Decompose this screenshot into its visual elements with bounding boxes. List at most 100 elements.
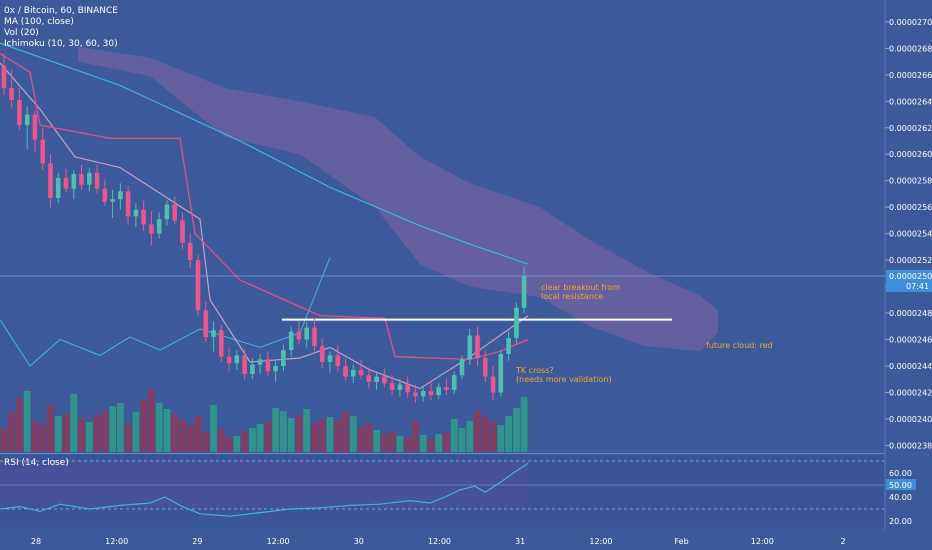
candle (48, 154, 53, 208)
time-tick-label: 12:00 (589, 537, 612, 546)
candle (319, 338, 325, 369)
candle-body (94, 172, 100, 189)
candle-body (203, 310, 209, 337)
candle-body (195, 260, 201, 311)
candle-body (156, 219, 162, 234)
candle (514, 302, 519, 345)
candle-body (125, 191, 131, 217)
candle (312, 318, 317, 352)
time-tick-label: 28 (31, 537, 41, 546)
candle-body (413, 392, 418, 397)
candle (195, 254, 201, 316)
candle (226, 347, 232, 372)
volume-bar (241, 431, 248, 452)
volume-bar (311, 423, 318, 452)
candle-body (257, 359, 263, 365)
candle-body (343, 366, 348, 377)
countdown-label: 07:41 (906, 282, 929, 291)
candle-body (382, 376, 387, 384)
volume-bar (117, 403, 124, 452)
candle-body (312, 327, 317, 347)
time-tick-label: Feb (675, 537, 689, 546)
candle (467, 328, 473, 365)
candle-body (164, 204, 170, 220)
volume-bar (334, 420, 342, 452)
candle-body (40, 139, 45, 164)
candle (397, 379, 403, 397)
candle (288, 326, 294, 357)
candle (420, 385, 426, 402)
candle-body (405, 384, 410, 393)
time-axis-bar (0, 530, 932, 550)
candle (343, 358, 348, 381)
candle (389, 375, 395, 396)
volume-bar (85, 422, 93, 452)
volume-bar (186, 425, 194, 452)
volume-bar (140, 399, 148, 452)
candle-body (351, 369, 356, 377)
candle-body (475, 335, 480, 358)
candle-body (211, 330, 216, 337)
time-tick-label: 12:00 (267, 537, 290, 546)
volume-bar (256, 424, 264, 452)
rsi-tick-label: 20.00 (889, 517, 912, 526)
candle-body (374, 376, 379, 382)
volume-bar (419, 435, 427, 452)
candle-body (459, 359, 465, 376)
candle-body (234, 355, 240, 364)
volume-bar (489, 422, 497, 452)
time-tick-label: 31 (515, 537, 525, 546)
volume-bar (458, 428, 466, 452)
candle (296, 321, 302, 345)
candle-body (335, 355, 341, 366)
candle (273, 360, 278, 382)
candle (521, 266, 527, 313)
candle-body (187, 242, 193, 261)
candle (257, 354, 263, 374)
candle (281, 344, 286, 372)
candle-body (141, 209, 146, 225)
volume-bar (264, 422, 272, 452)
candle-body (226, 356, 232, 364)
candle-body (172, 204, 177, 221)
volume-bar (16, 398, 23, 452)
lagging-span-line (0, 257, 331, 367)
volume-bar (474, 410, 481, 452)
candle (180, 212, 185, 250)
volume-bar (155, 403, 163, 452)
candle-body (219, 330, 224, 357)
candle-body (506, 338, 511, 355)
candle-body (102, 188, 108, 202)
volume-bar (318, 419, 326, 452)
vol-indicator-label[interactable]: Vol (20) (4, 28, 39, 38)
candle (110, 190, 115, 218)
volume-bar (272, 408, 280, 452)
volume-bar (435, 434, 443, 452)
candle (102, 179, 108, 206)
candle (234, 350, 240, 370)
candle-body (420, 391, 426, 397)
volume-bar (481, 417, 489, 452)
volume-bar (427, 439, 435, 452)
rsi-indicator-label[interactable]: RSI (14, close) (4, 458, 69, 468)
candle-body (281, 350, 286, 366)
candle-body (55, 178, 61, 198)
candle-body (514, 307, 519, 339)
volume-bar (497, 425, 505, 452)
candle-body (32, 114, 38, 140)
candle-body (327, 355, 333, 362)
candle-body (444, 387, 449, 390)
volume-bar (78, 419, 85, 452)
pane-divider (0, 453, 885, 454)
candle (451, 371, 457, 394)
volume-bar (287, 418, 295, 452)
volume-bar (505, 416, 512, 452)
ma-indicator-label[interactable]: MA (100, close) (4, 17, 74, 27)
ichimoku-indicator-label[interactable]: Ichimoku (10, 30, 60, 30) (4, 39, 118, 49)
